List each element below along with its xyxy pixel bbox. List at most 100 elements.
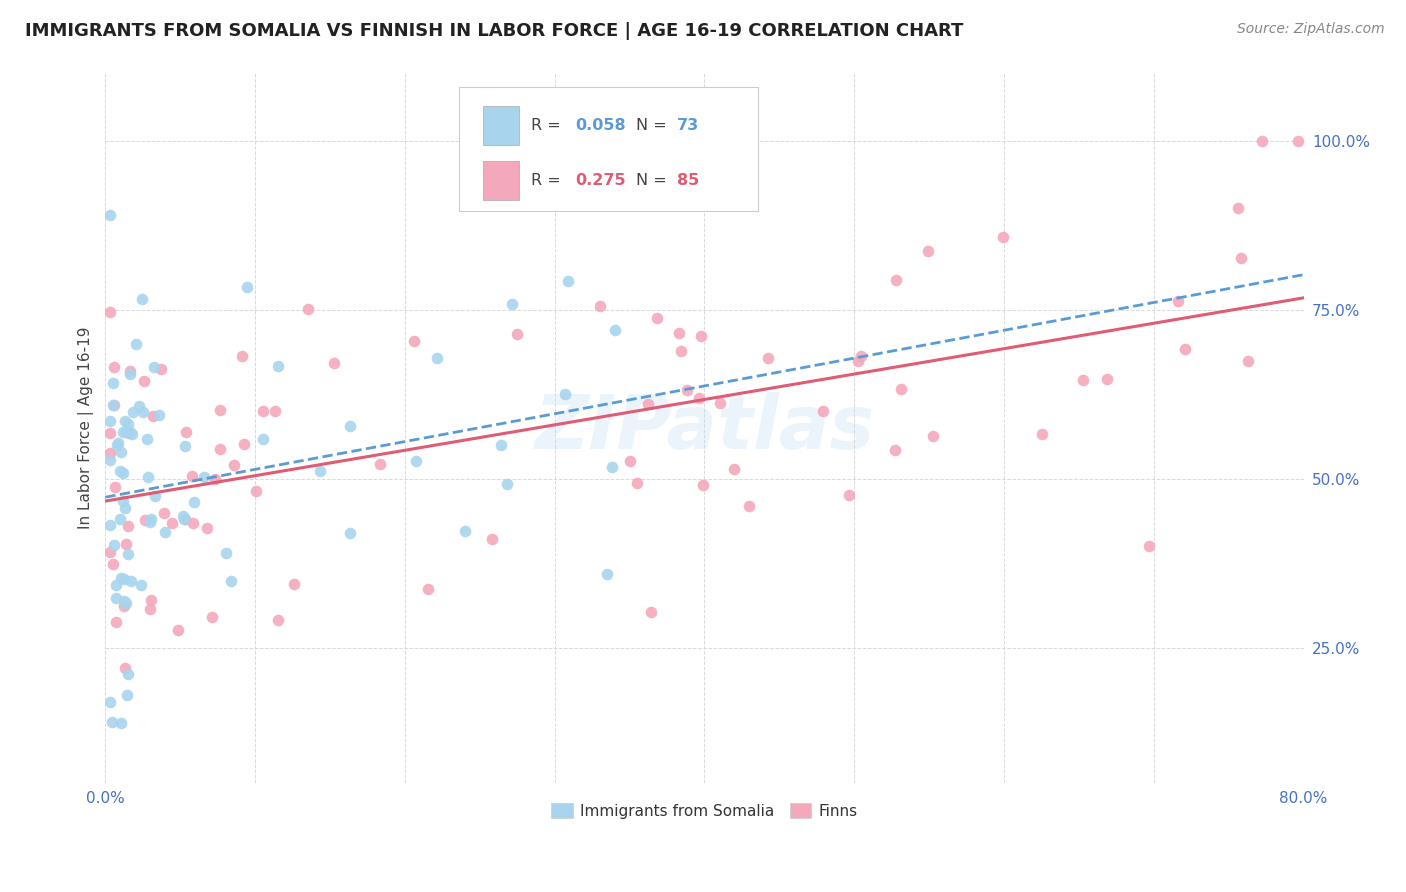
Point bbox=[183, 495, 205, 509]
Point bbox=[264, 404, 287, 418]
Point bbox=[114, 501, 136, 516]
Point bbox=[111, 467, 134, 481]
Point bbox=[1031, 426, 1053, 441]
Text: ZIPatlas: ZIPatlas bbox=[534, 392, 875, 465]
Point bbox=[692, 478, 714, 492]
Point bbox=[849, 349, 872, 363]
Point bbox=[173, 512, 195, 526]
Point bbox=[172, 509, 194, 524]
Point bbox=[174, 425, 197, 439]
Point bbox=[136, 470, 159, 484]
Point bbox=[245, 483, 267, 498]
Point bbox=[110, 444, 132, 458]
Point bbox=[723, 462, 745, 476]
Point bbox=[506, 327, 529, 342]
FancyBboxPatch shape bbox=[458, 87, 758, 211]
Bar bbox=[482, 161, 519, 200]
Point bbox=[368, 457, 391, 471]
Point bbox=[756, 351, 779, 366]
Point bbox=[645, 311, 668, 326]
Point bbox=[297, 301, 319, 316]
Text: 73: 73 bbox=[676, 118, 699, 133]
Point bbox=[481, 532, 503, 546]
Text: R =: R = bbox=[530, 173, 565, 187]
Legend: Immigrants from Somalia, Finns: Immigrants from Somalia, Finns bbox=[546, 797, 863, 825]
Point bbox=[1227, 201, 1250, 215]
Text: IMMIGRANTS FROM SOMALIA VS FINNISH IN LABOR FORCE | AGE 16-19 CORRELATION CHART: IMMIGRANTS FROM SOMALIA VS FINNISH IN LA… bbox=[25, 22, 963, 40]
Point bbox=[267, 613, 290, 627]
Point bbox=[173, 511, 195, 525]
Point bbox=[181, 516, 204, 530]
Point bbox=[232, 437, 254, 451]
Point bbox=[98, 452, 121, 467]
Point bbox=[98, 208, 121, 222]
Point bbox=[122, 405, 145, 419]
Text: N =: N = bbox=[636, 118, 672, 133]
Point bbox=[131, 292, 153, 306]
Point bbox=[323, 356, 346, 370]
Point bbox=[117, 666, 139, 681]
Point bbox=[118, 425, 141, 439]
Point bbox=[115, 596, 138, 610]
Text: 85: 85 bbox=[676, 173, 699, 187]
Point bbox=[134, 512, 156, 526]
Point bbox=[128, 399, 150, 413]
Point bbox=[132, 405, 155, 419]
Point bbox=[267, 359, 290, 374]
Bar bbox=[482, 105, 519, 145]
Point bbox=[115, 688, 138, 702]
Y-axis label: In Labor Force | Age 16-19: In Labor Force | Age 16-19 bbox=[79, 326, 94, 529]
Point bbox=[117, 417, 139, 432]
Point bbox=[150, 361, 173, 376]
Point bbox=[98, 446, 121, 460]
Point bbox=[1174, 343, 1197, 357]
Text: 0.058: 0.058 bbox=[575, 118, 626, 133]
Point bbox=[104, 480, 127, 494]
Point bbox=[112, 599, 135, 613]
Point bbox=[104, 615, 127, 629]
Point bbox=[117, 547, 139, 561]
Point bbox=[101, 557, 124, 571]
Point bbox=[201, 610, 224, 624]
Point bbox=[98, 517, 121, 532]
Point bbox=[883, 442, 905, 457]
Point bbox=[98, 414, 121, 428]
Point bbox=[404, 334, 426, 348]
Point bbox=[129, 578, 152, 592]
Point bbox=[204, 473, 226, 487]
Point bbox=[495, 477, 517, 491]
Point bbox=[105, 578, 128, 592]
Point bbox=[139, 592, 162, 607]
Point bbox=[405, 454, 427, 468]
Point bbox=[142, 360, 165, 375]
Point bbox=[640, 605, 662, 619]
Point bbox=[231, 349, 253, 363]
Point bbox=[1071, 374, 1094, 388]
Point bbox=[120, 574, 142, 588]
Point bbox=[173, 439, 195, 453]
Point bbox=[1286, 134, 1309, 148]
Point bbox=[557, 274, 579, 288]
Point bbox=[103, 376, 125, 390]
Point bbox=[208, 442, 231, 456]
Text: R =: R = bbox=[530, 118, 565, 133]
Point bbox=[501, 297, 523, 311]
Point bbox=[103, 538, 125, 552]
Point bbox=[884, 273, 907, 287]
Point bbox=[132, 375, 155, 389]
Point bbox=[688, 391, 710, 405]
Point bbox=[143, 489, 166, 503]
Point bbox=[114, 425, 136, 440]
Point bbox=[1230, 252, 1253, 266]
Point bbox=[309, 464, 332, 478]
Point bbox=[554, 387, 576, 401]
Point bbox=[813, 403, 835, 417]
Point bbox=[890, 382, 912, 396]
Point bbox=[118, 364, 141, 378]
Point bbox=[139, 515, 162, 529]
Point bbox=[110, 571, 132, 585]
Point bbox=[148, 408, 170, 422]
Point bbox=[124, 337, 146, 351]
Point bbox=[917, 244, 939, 258]
Point bbox=[118, 426, 141, 441]
